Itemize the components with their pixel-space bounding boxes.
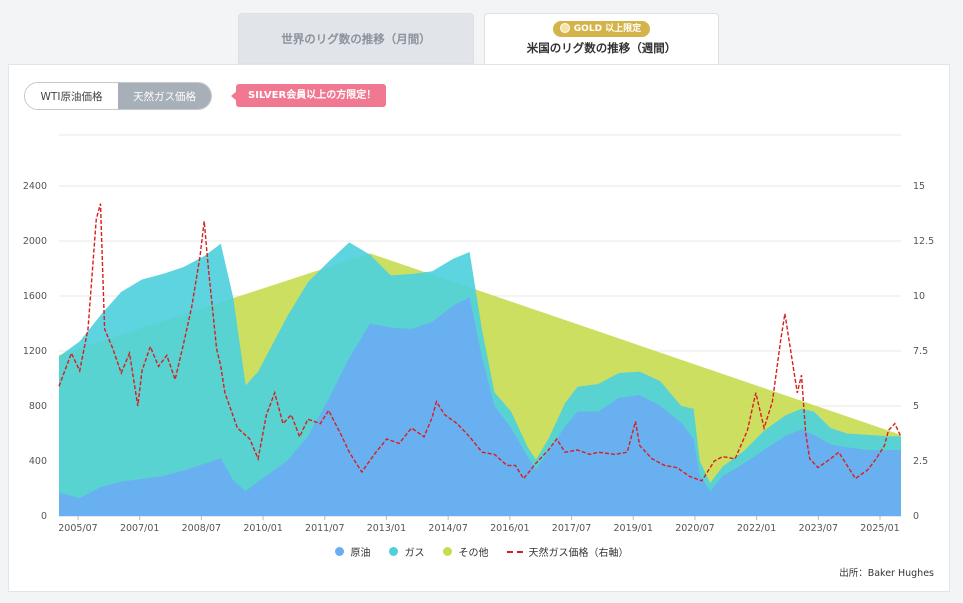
legend-gas-label: ガス [404, 548, 425, 559]
legend-item-other[interactable]: その他 [442, 544, 489, 559]
y-axis-left-tick-label: 2400 [23, 181, 47, 192]
y-axis-right-tick-label: 10 [913, 291, 925, 302]
y-axis-left-tick-label: 2000 [23, 236, 47, 247]
x-axis-tick-label: 2022/01 [737, 523, 776, 534]
tab-label: 米国のリグ数の推移（週間） [526, 41, 677, 55]
x-axis-tick-label: 2025/01 [860, 523, 899, 534]
toggle-wti-button[interactable]: WTI原油価格 [25, 83, 118, 109]
tab-world-rig-count-monthly[interactable]: 世界のリグ数の推移（月間） [238, 13, 474, 64]
legend-gas-price-marker [506, 550, 523, 553]
x-axis-tick-label: 2017/07 [552, 523, 591, 534]
x-axis-tick-label: 2019/01 [613, 523, 652, 534]
y-axis-right-tick-label: 2.5 [913, 456, 928, 467]
toggle-gas-button[interactable]: 天然ガス価格 [118, 83, 211, 109]
y-axis-left-tick-label: 800 [29, 401, 47, 412]
x-axis-tick-label: 2010/01 [243, 523, 282, 534]
silver-notice: SILVER会員以上の方限定！ [230, 84, 387, 107]
y-axis-right-tick-label: 0 [913, 511, 919, 522]
x-axis-tick-label: 2005/07 [58, 523, 97, 534]
y-axis-right-tick-label: 7.5 [913, 346, 928, 357]
legend-oil-marker [334, 547, 344, 556]
legend-item-gas[interactable]: ガス [388, 544, 425, 559]
line-gas-price [58, 203, 902, 482]
x-axis-tick-label: 2008/07 [182, 523, 221, 534]
legend-other-marker [442, 547, 452, 556]
price-toggle: WTI原油価格 天然ガス価格 [24, 82, 212, 110]
y-axis-left-tick-label: 1200 [23, 346, 47, 357]
x-axis-tick-label: 2014/07 [428, 523, 467, 534]
chart-legend: 原油 ガス その他 天然ガス価格（右軸） [0, 544, 963, 559]
area-oil [59, 297, 901, 516]
legend-item-gas-price[interactable]: 天然ガス価格（右軸） [506, 544, 629, 559]
x-axis-tick-label: 2013/01 [367, 523, 406, 534]
gold-coin-icon [559, 23, 570, 33]
y-axis-right-tick-label: 15 [913, 181, 925, 192]
x-axis-tick-label: 2007/01 [120, 523, 159, 534]
tab-us-rig-count-weekly[interactable]: GOLD 以上限定 米国のリグ数の推移（週間） [484, 13, 719, 65]
gold-badge: GOLD 以上限定 [552, 21, 651, 37]
y-axis-left-tick-label: 0 [41, 511, 47, 522]
gold-badge-label: GOLD 以上限定 [573, 24, 642, 34]
x-axis-tick-label: 2016/01 [490, 523, 529, 534]
x-axis-tick-label: 2011/07 [305, 523, 344, 534]
x-axis-tick-label: 2020/07 [675, 523, 714, 534]
legend-gas-price-label: 天然ガス価格（右軸） [528, 548, 629, 559]
legend-item-oil[interactable]: 原油 [334, 544, 371, 559]
y-axis-right-tick-label: 5 [913, 401, 919, 412]
legend-gas-marker [388, 547, 398, 556]
y-axis-left-tick-label: 1600 [23, 291, 47, 302]
y-axis-right-tick-label: 12.5 [913, 236, 934, 247]
legend-oil-label: 原油 [350, 548, 371, 559]
source-note: 出所：Baker Hughes [839, 568, 934, 579]
x-axis-tick-label: 2023/07 [799, 523, 838, 534]
legend-other-label: その他 [458, 548, 489, 559]
y-axis-left-tick-label: 400 [29, 456, 47, 467]
